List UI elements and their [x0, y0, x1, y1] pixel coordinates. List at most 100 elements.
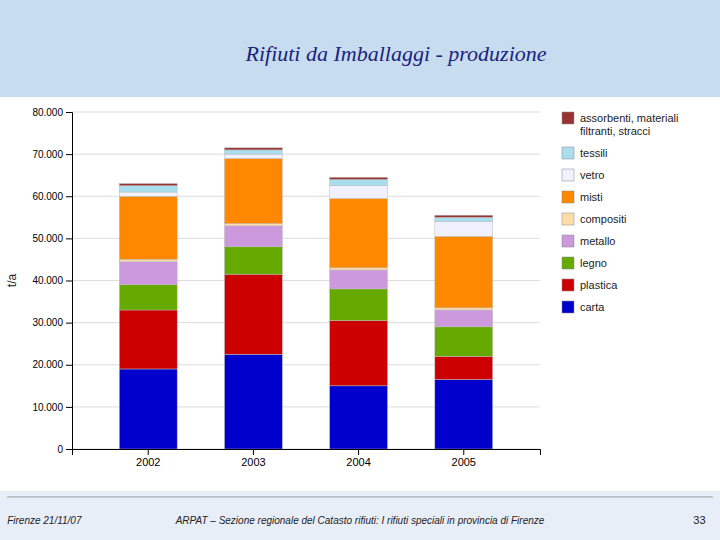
tick-label: 70.000 [32, 149, 63, 160]
footer-band [0, 491, 720, 540]
series [119, 158, 492, 308]
chart-svg: Rifiuti da Imballaggi - produzione Firenz… [0, 0, 720, 540]
bar-segment [330, 321, 388, 386]
bar-segment [224, 150, 282, 154]
tick-mark [463, 449, 464, 455]
legend-swatch [562, 147, 574, 159]
bars [119, 148, 492, 449]
tick-mark [66, 365, 72, 366]
tick-mark [148, 449, 149, 455]
legend-swatch [562, 112, 574, 124]
tick: 2003 [241, 449, 265, 468]
tick-mark [66, 449, 72, 450]
legend: assorbenti, materialifiltranti, stracci t… [562, 112, 678, 313]
bar-segment [435, 222, 493, 237]
tick: 2002 [136, 449, 160, 468]
legend-item: metallo [562, 235, 615, 247]
bar-segment [435, 215, 493, 217]
legend-label: assorbenti, materialifiltranti, stracci [580, 112, 678, 137]
legend-item: vetro [562, 169, 604, 181]
bar-segment [119, 262, 177, 285]
series [119, 154, 492, 236]
tick: 10.000 [32, 402, 72, 413]
tick-mark [66, 281, 72, 282]
legend-label: plastica [580, 279, 618, 291]
tick-mark [66, 323, 72, 324]
bar-segment [224, 247, 282, 274]
bar-segment [119, 186, 177, 192]
grid-line [72, 112, 540, 113]
bar-segment [119, 196, 177, 259]
legend-item: tessili [562, 147, 608, 159]
tick: 60.000 [32, 191, 72, 202]
bar-segment [330, 270, 388, 289]
tick: 2004 [346, 449, 370, 468]
tick-label: 2004 [346, 456, 370, 468]
bar-segment [435, 310, 493, 327]
footer-rule [7, 496, 713, 497]
bar-segment [224, 274, 282, 354]
bar-segment [119, 310, 177, 369]
legend-label: metallo [580, 235, 615, 247]
tick-mark [253, 449, 254, 455]
bar-segment [224, 354, 282, 449]
bar-segment [119, 285, 177, 310]
grid [72, 112, 540, 449]
bar-segment [330, 386, 388, 449]
legend-item: carta [562, 301, 605, 313]
legend-item: legno [562, 257, 607, 269]
series [119, 150, 492, 222]
tick: 30.000 [32, 317, 72, 328]
x-axis: 2002 2003 2004 2005 [73, 449, 541, 468]
bar-segment [224, 226, 282, 247]
y-axis: 010.00020.00030.00040.00050.00060.00070.… [32, 107, 72, 455]
bar-segment [330, 198, 388, 268]
grid-line [72, 154, 540, 155]
legend-label: legno [580, 257, 607, 269]
axis-domain [66, 113, 73, 450]
tick-mark [66, 407, 72, 408]
tick: 70.000 [32, 149, 72, 160]
legend-label: carta [580, 301, 605, 313]
footer-annotation: 33 [693, 514, 705, 526]
axis-domain [73, 450, 541, 456]
footer-annotation: ARPAT – Sezione regionale del Catasto ri… [175, 515, 545, 526]
bar-segment [330, 186, 388, 199]
tick-mark [66, 154, 72, 155]
legend-swatch [562, 191, 574, 203]
legend-item: compositi [562, 213, 626, 225]
legend-swatch [562, 301, 574, 313]
tick-label: 2005 [452, 456, 476, 468]
bar-segment [224, 158, 282, 223]
bar-segment [330, 289, 388, 321]
bar-segment [330, 177, 388, 179]
tick: 2005 [452, 449, 476, 468]
tick-mark [358, 449, 359, 455]
bar-segment [119, 369, 177, 449]
legend-swatch [562, 169, 574, 181]
bar-segment [435, 236, 493, 308]
tick: 40.000 [32, 275, 72, 286]
footer-annotation: Firenze 21/11/07 [7, 515, 82, 526]
bar-segment [330, 268, 388, 270]
bar-segment [435, 379, 493, 449]
chart-title: Rifiuti da Imballaggi - produzione [244, 41, 546, 66]
tick-label: 0 [57, 444, 63, 455]
tick-label: 40.000 [32, 275, 63, 286]
bar-segment [330, 179, 388, 185]
bar-segment [435, 217, 493, 221]
header-band [0, 0, 720, 97]
tick: 20.000 [32, 359, 72, 370]
tick-label: 80.000 [32, 107, 63, 118]
tick-label: 2003 [241, 456, 265, 468]
legend-swatch [562, 257, 574, 269]
bar-segment [119, 192, 177, 196]
legend-item: plastica [562, 279, 618, 291]
plot: 010.00020.00030.00040.00050.00060.00070.… [5, 107, 541, 468]
legend-item: misti [562, 191, 603, 203]
y-axis-title: t/a [5, 274, 19, 288]
tick-label: 30.000 [32, 317, 63, 328]
legend-label: compositi [580, 213, 626, 225]
bar-segment [435, 308, 493, 310]
bar-segment [119, 184, 177, 186]
